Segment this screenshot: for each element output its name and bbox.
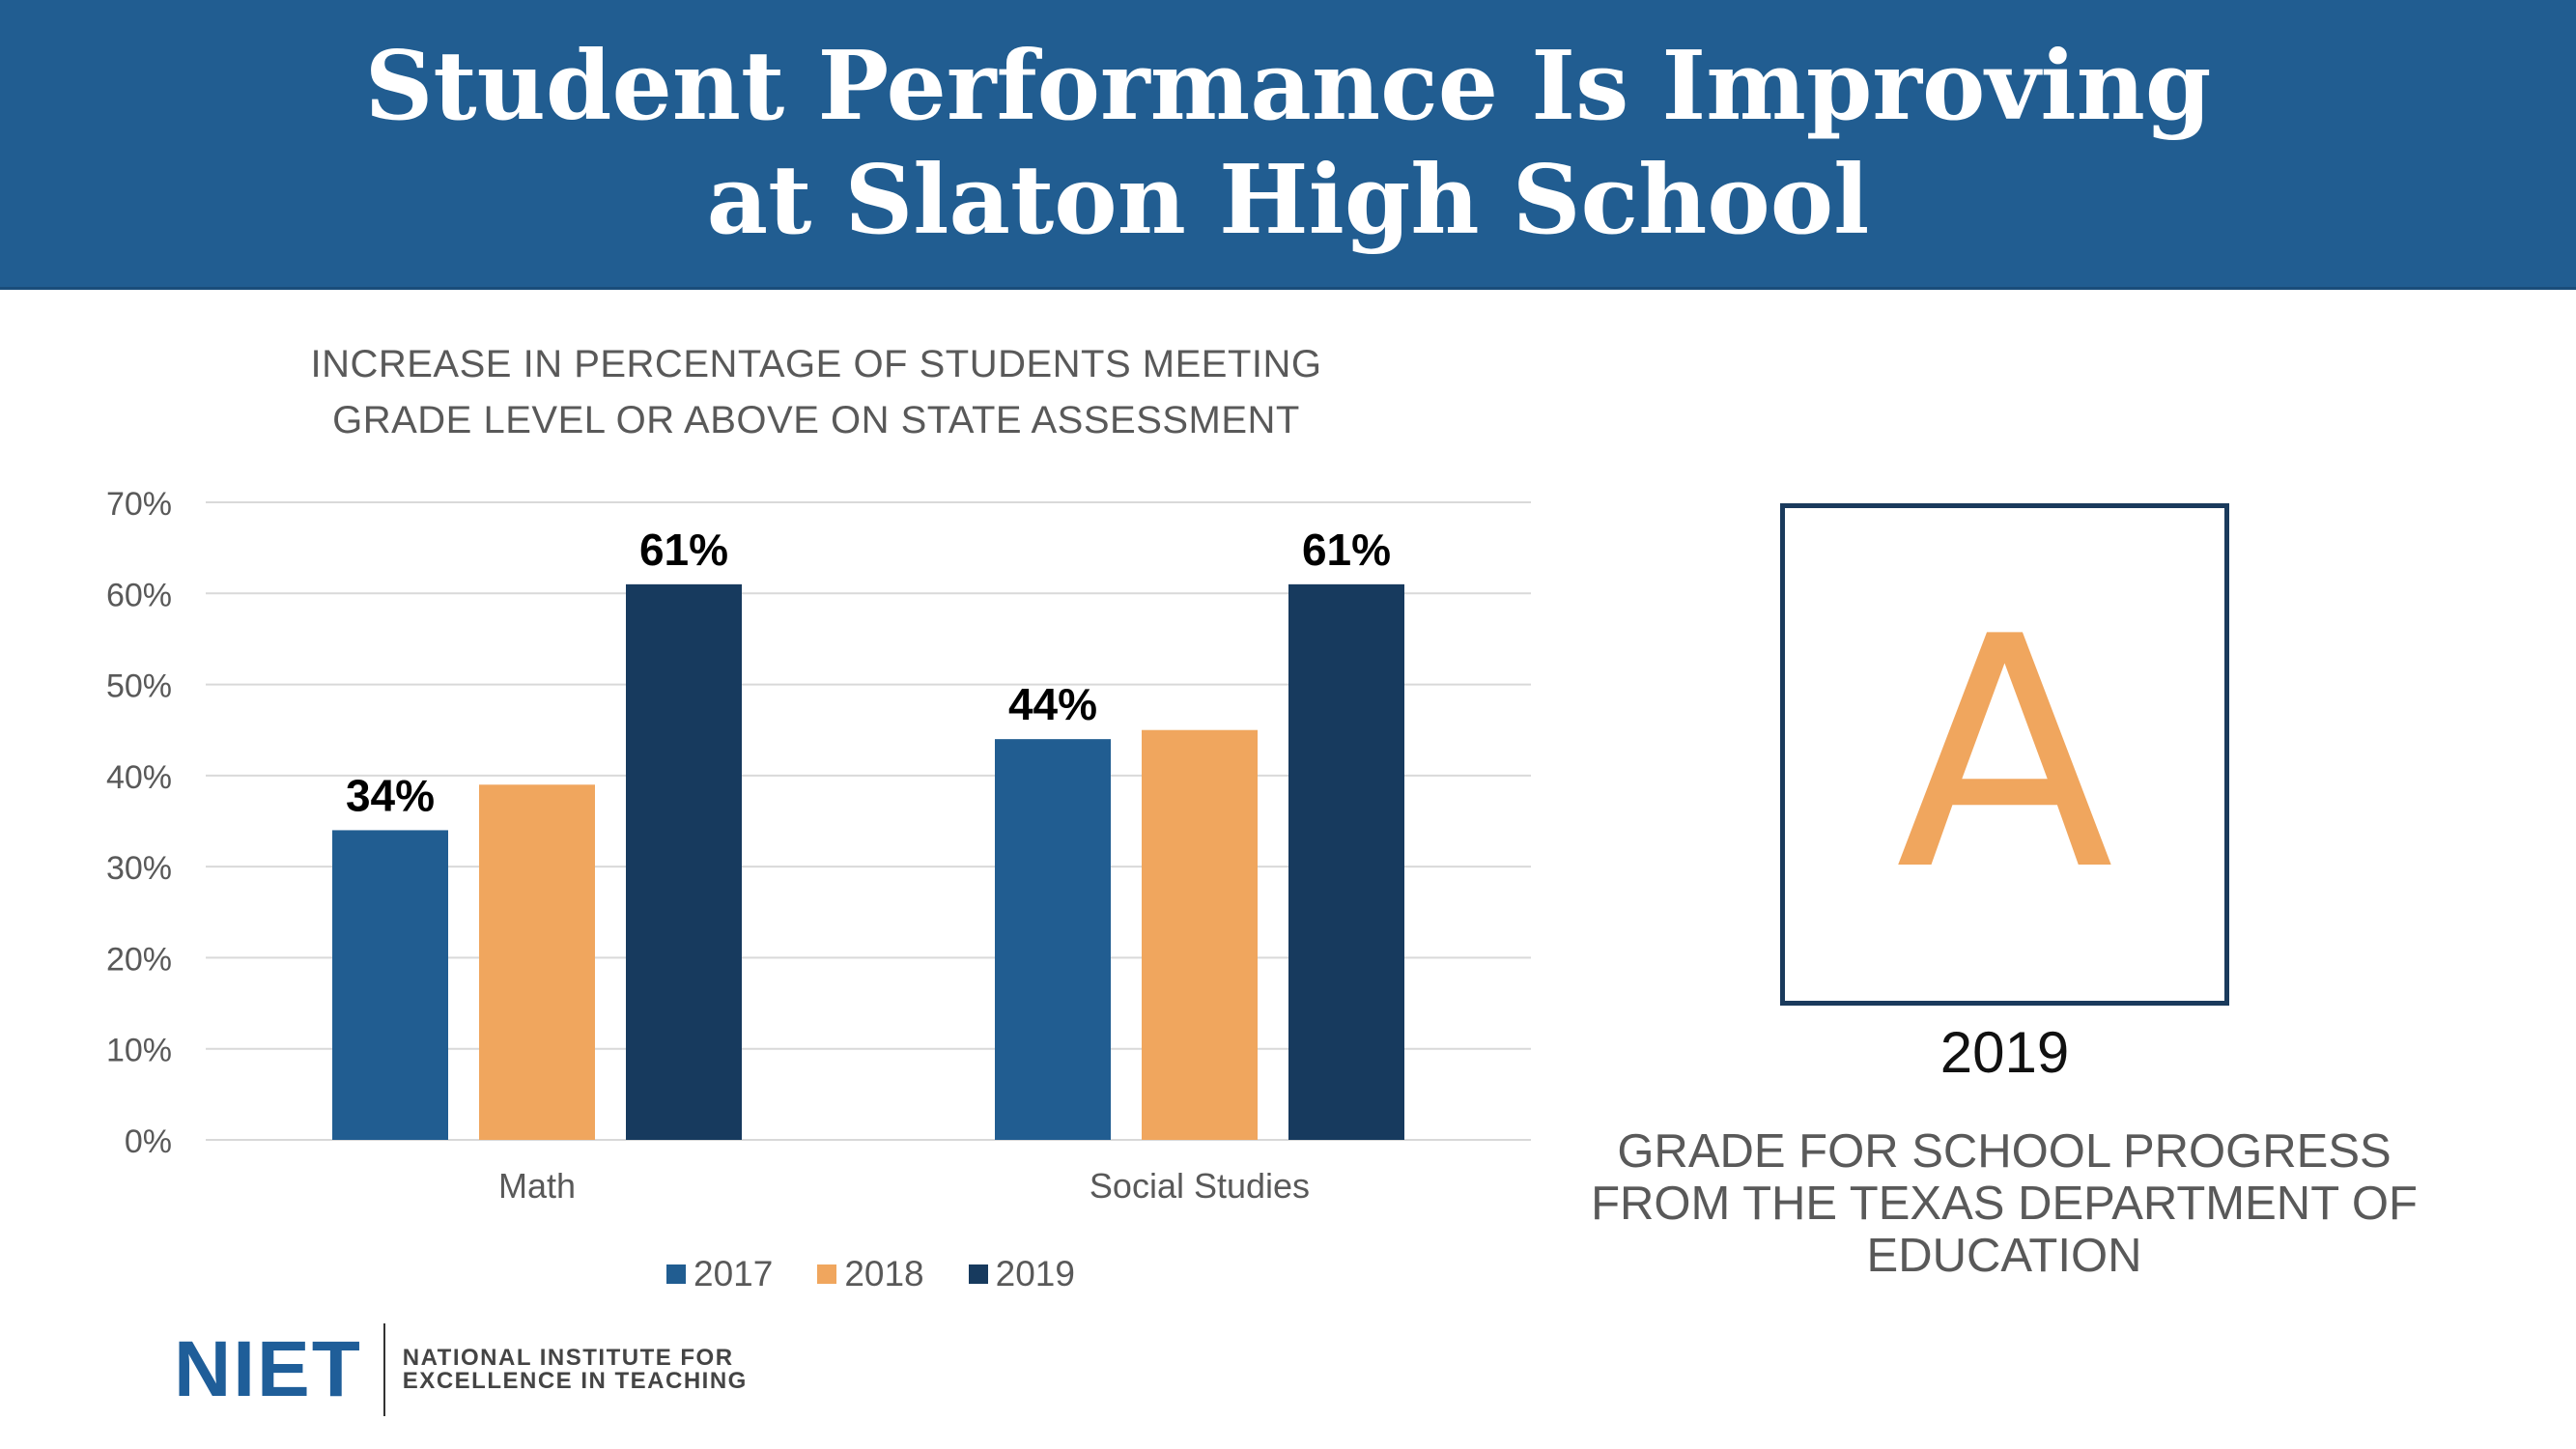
legend-swatch-2017 — [666, 1264, 686, 1284]
legend-label-2018: 2018 — [844, 1254, 924, 1293]
bar — [1288, 583, 1404, 1140]
legend-label-2019: 2019 — [995, 1254, 1075, 1293]
y-tick-label: 50% — [106, 668, 172, 705]
logo-text: NATIONAL INSTITUTE FOR EXCELLENCE IN TEA… — [403, 1347, 748, 1393]
niet-logo: NIET NATIONAL INSTITUTE FOR EXCELLENCE I… — [174, 1323, 748, 1416]
legend-swatch-2019 — [968, 1264, 988, 1284]
y-tick-label: 70% — [106, 486, 172, 523]
bar — [479, 784, 595, 1140]
y-tick-label: 10% — [106, 1033, 172, 1069]
bar-chart: 0% 10% 20% 30% 40% 50% 60% 70% 34% 61% Math 44% 61% S… — [106, 486, 1531, 1206]
y-tick-label: 20% — [106, 941, 172, 978]
bar — [626, 583, 742, 1140]
logo-divider — [382, 1323, 385, 1416]
bar — [1142, 729, 1258, 1140]
grade-caption: GRADE FOR SCHOOL PROGRESS FROM THE TEXAS… — [1591, 1125, 2418, 1282]
y-tick-label: 60% — [106, 577, 172, 613]
logo-line-2: EXCELLENCE IN TEACHING — [402, 1368, 748, 1394]
bar — [332, 830, 448, 1140]
x-tick-label: Social Studies — [1090, 1166, 1310, 1206]
legend-item-2017: 2017 — [666, 1254, 773, 1294]
logo-line-1: NATIONAL INSTITUTE FOR — [402, 1345, 734, 1371]
legend-item-2019: 2019 — [968, 1254, 1075, 1294]
grade-year: 2019 — [1939, 1020, 2070, 1085]
data-label: 61% — [1302, 525, 1391, 575]
y-tick-label: 30% — [106, 850, 172, 887]
chart-title: INCREASE IN PERCENTAGE OF STUDENTS MEETI… — [310, 343, 1322, 441]
logo-mark: NIET — [174, 1325, 362, 1413]
legend-label-2017: 2017 — [694, 1254, 774, 1293]
data-label: 61% — [639, 525, 728, 575]
legend-swatch-2018 — [817, 1264, 837, 1284]
legend-item-2018: 2018 — [817, 1254, 924, 1294]
y-tick-label: 40% — [106, 759, 172, 796]
bar — [995, 739, 1111, 1140]
data-label: 44% — [1008, 679, 1097, 729]
header-banner: Student Performance Is Improving at Slat… — [0, 0, 2576, 290]
data-label: 34% — [346, 770, 435, 820]
y-tick-label: 0% — [125, 1123, 172, 1160]
chart-legend: 2017 2018 2019 — [666, 1251, 1075, 1297]
x-tick-label: Math — [498, 1166, 576, 1206]
grade-letter: A — [1895, 569, 2114, 940]
grade-box: A — [1780, 503, 2229, 1006]
page-title: Student Performance Is Improving at Slat… — [364, 30, 2212, 256]
